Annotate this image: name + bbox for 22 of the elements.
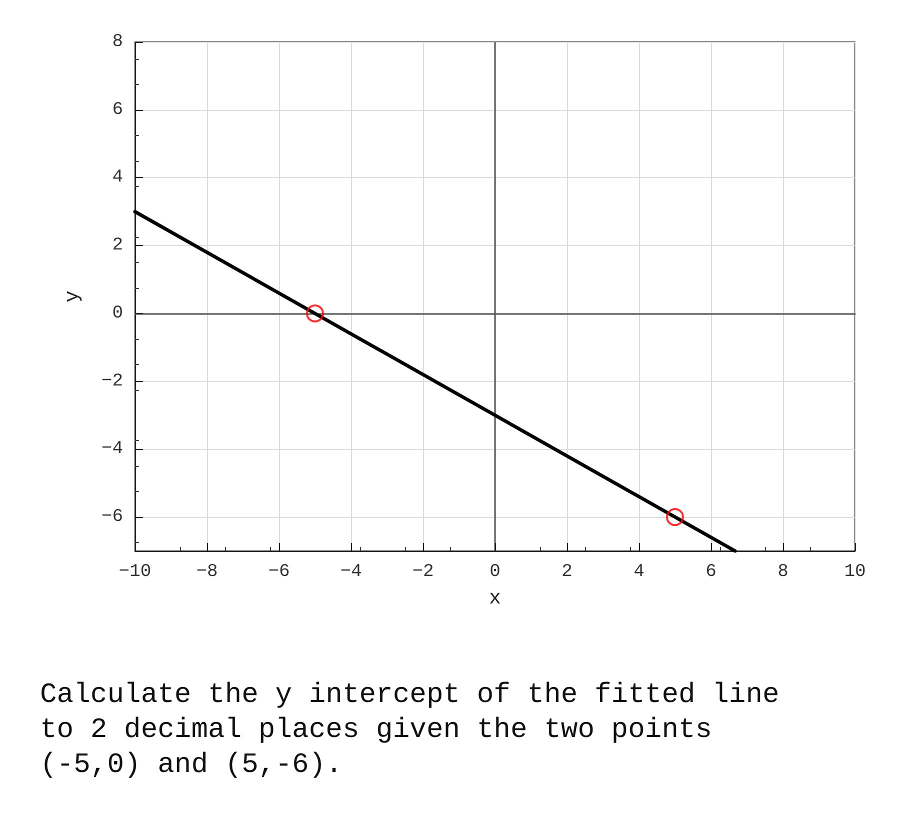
y-tick-label: −2: [101, 371, 123, 392]
x-tick-label: −4: [340, 562, 362, 582]
x-tick-label: 10: [844, 562, 866, 582]
x-tick-label: 4: [634, 562, 644, 582]
y-tick-label: −6: [101, 507, 123, 528]
x-tick-label: 0: [490, 562, 500, 582]
x-tick-label: 8: [778, 562, 788, 582]
x-tick-label: −8: [196, 562, 218, 582]
y-tick-label: 2: [112, 236, 123, 256]
y-tick-label: 4: [112, 168, 123, 188]
text: Calculate the y intercept of the fitted line to 2 decimal places given the two points (-5,0) and (5,-6).: [40, 679, 780, 783]
x-tick-label: 2: [562, 562, 572, 582]
x-tick-label: −10: [118, 562, 152, 582]
y-tick-label: 0: [112, 303, 123, 324]
y-tick-label: 6: [112, 100, 123, 120]
y-axis-title: y: [62, 290, 84, 303]
y-tick-label: −4: [101, 439, 123, 460]
x-tick-label: −6: [268, 562, 290, 582]
x-tick-label: −2: [412, 562, 434, 582]
x-axis-title: x: [488, 588, 502, 610]
x-tick-label: 6: [706, 562, 716, 582]
y-tick-label: 8: [112, 32, 123, 52]
